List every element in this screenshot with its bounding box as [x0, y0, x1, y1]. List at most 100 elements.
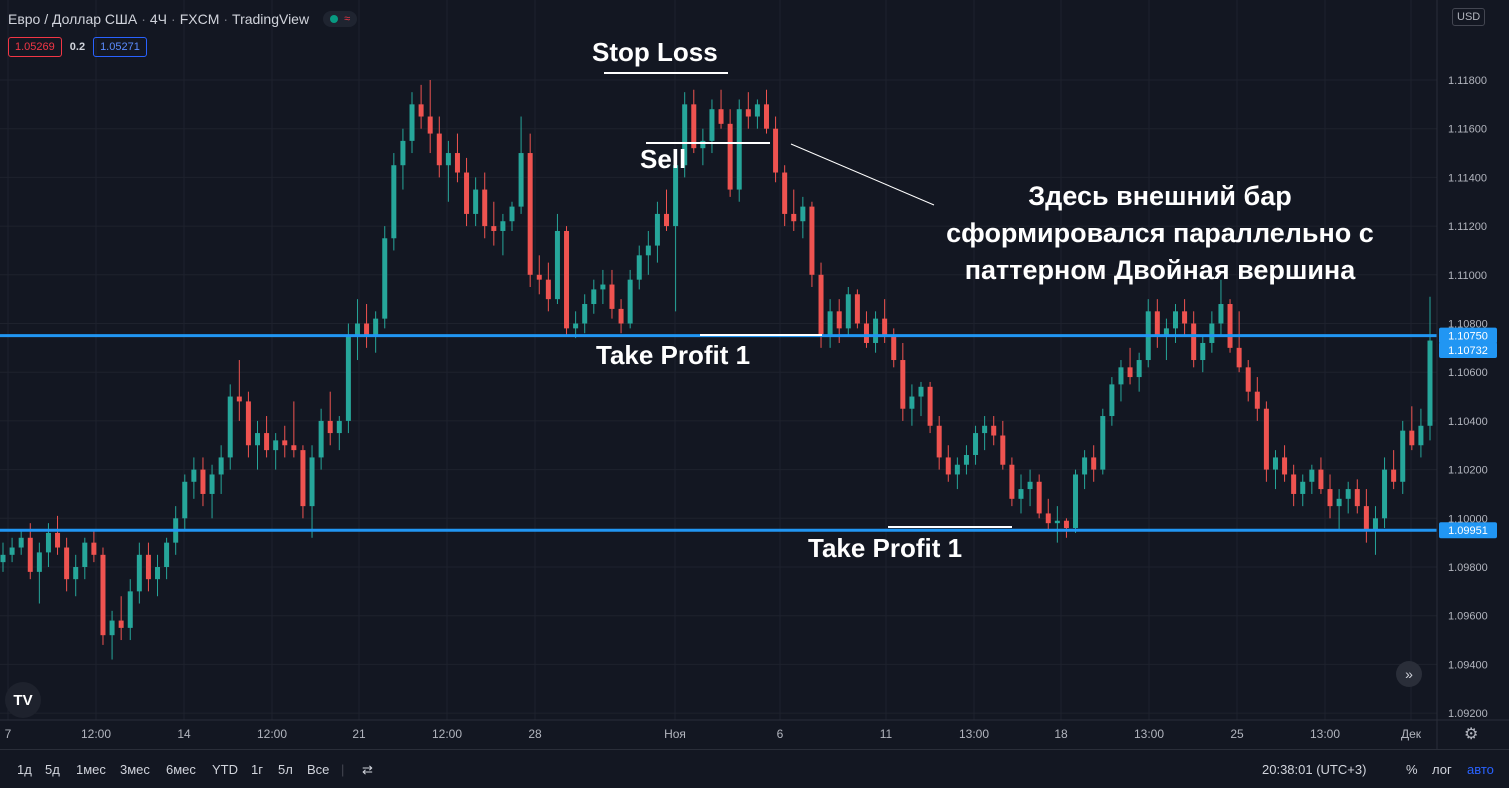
candle: [1300, 474, 1306, 507]
candle-body: [1372, 518, 1378, 531]
range-button-1y[interactable]: 1г: [251, 762, 263, 777]
range-button-all[interactable]: Все: [307, 762, 330, 777]
candle-body: [0, 554, 6, 563]
sell-price-button[interactable]: 1.05269: [8, 37, 62, 57]
candle-body: [364, 323, 370, 336]
x-tick-label: Ноя: [664, 727, 686, 741]
candle: [591, 279, 597, 314]
candle-body: [1318, 469, 1324, 490]
candle: [773, 116, 779, 183]
candle-body: [609, 284, 615, 309]
candle: [73, 554, 79, 597]
candle-body: [155, 567, 161, 580]
candle: [264, 416, 270, 458]
date-range-icon[interactable]: ⇄: [362, 762, 373, 777]
take-profit-lower-label: Take Profit 1: [808, 533, 963, 563]
candle: [218, 445, 224, 494]
candle-body: [645, 245, 651, 256]
candle-body: [55, 532, 61, 548]
candle: [18, 530, 24, 555]
x-tick-label: 13:00: [959, 727, 989, 741]
candle-body: [1154, 311, 1160, 336]
candle: [55, 515, 61, 555]
candle: [1209, 311, 1215, 353]
candle: [1254, 377, 1260, 421]
range-button-ytd[interactable]: YTD: [212, 762, 238, 777]
candle-body: [482, 189, 488, 227]
candle: [127, 579, 133, 641]
candle: [936, 416, 942, 470]
candle-body: [1254, 391, 1260, 409]
buy-price-button[interactable]: 1.05271: [93, 37, 147, 57]
candle-body: [1063, 520, 1069, 529]
candle-body: [1327, 489, 1333, 507]
candle-body: [291, 445, 297, 451]
candle: [736, 99, 742, 202]
candle-body: [445, 153, 451, 166]
candle: [118, 596, 124, 641]
y-tick-label: 1.10200: [1448, 465, 1488, 477]
candle-body: [1036, 481, 1042, 514]
range-button-5d[interactable]: 5д: [45, 762, 60, 777]
range-button-5y[interactable]: 5л: [278, 762, 293, 777]
y-tick-label: 1.10600: [1448, 367, 1488, 379]
log-toggle[interactable]: лог: [1432, 762, 1452, 777]
candle: [1136, 352, 1142, 392]
candle-body: [827, 311, 833, 336]
candle-body: [391, 165, 397, 239]
candle-body: [727, 123, 733, 190]
broker: FXCM: [179, 11, 220, 27]
candle-body: [818, 274, 824, 336]
clock-time[interactable]: 20:38:01 (UTC+3): [1262, 762, 1367, 777]
candle-body: [509, 206, 515, 222]
candle-body: [918, 386, 924, 397]
range-button-3m[interactable]: 3мес: [120, 762, 150, 777]
auto-toggle[interactable]: авто: [1467, 762, 1494, 777]
gear-icon[interactable]: ⚙: [1464, 726, 1479, 743]
candle: [582, 294, 588, 334]
range-button-6m[interactable]: 6мес: [166, 762, 196, 777]
candle-body: [1127, 367, 1133, 378]
candle: [564, 226, 570, 336]
candle-body: [664, 213, 670, 227]
candle: [318, 408, 324, 470]
tradingview-logo[interactable]: TV: [5, 682, 41, 718]
range-button-1m[interactable]: 1мес: [76, 762, 106, 777]
candle: [1327, 474, 1333, 519]
candle: [1145, 299, 1151, 368]
double-chevron-right-icon[interactable]: »: [1396, 661, 1422, 687]
candle-body: [36, 552, 42, 572]
candle: [645, 230, 651, 275]
candle-body: [1018, 489, 1024, 499]
candle: [754, 99, 760, 129]
candle-body: [264, 433, 270, 451]
take-profit-upper-label: Take Profit 1: [596, 340, 751, 370]
candle-body: [18, 537, 24, 548]
symbol-header[interactable]: Евро / Доллар США · 4Ч · FXCM · TradingV…: [8, 11, 358, 27]
note-line: паттерном Двойная вершина: [964, 255, 1356, 285]
candle: [654, 201, 660, 263]
market-status[interactable]: ≈: [323, 11, 358, 27]
candle: [491, 201, 497, 246]
candle: [254, 420, 260, 470]
candle-body: [1163, 328, 1169, 336]
candle-body: [1263, 408, 1269, 470]
candle: [763, 89, 769, 134]
candle: [327, 391, 333, 446]
candle-body: [109, 620, 115, 636]
drawings-layer: [604, 72, 1012, 528]
percent-toggle[interactable]: %: [1406, 762, 1418, 777]
candle: [155, 554, 161, 597]
candle: [1036, 474, 1042, 519]
candle-body: [245, 401, 251, 446]
candle: [0, 542, 6, 572]
currency-button[interactable]: USD: [1452, 8, 1486, 26]
candle: [845, 286, 851, 336]
range-button-1d[interactable]: 1д: [17, 762, 32, 777]
candle-body: [973, 433, 979, 455]
level-price-label: 1.10750: [1448, 331, 1488, 343]
candle-body: [1282, 457, 1288, 475]
y-tick-label: 1.09800: [1448, 562, 1488, 574]
candle-body: [545, 279, 551, 300]
